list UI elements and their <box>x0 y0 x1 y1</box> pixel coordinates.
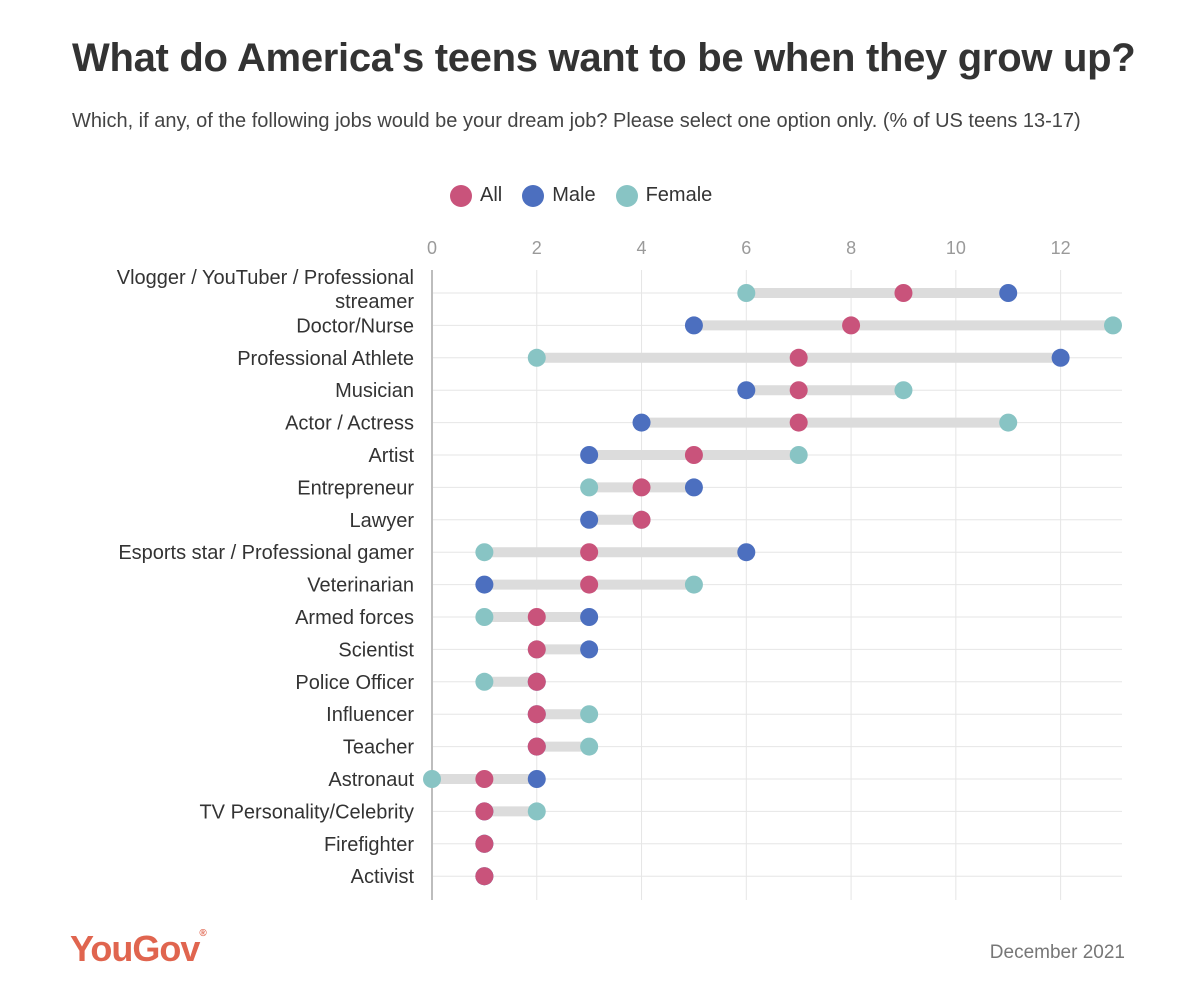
legend-label-all: All <box>480 184 503 206</box>
x-tick-label: 0 <box>427 238 437 258</box>
category-label: TV Personality/Celebrity <box>199 801 414 823</box>
chart-subtitle: Which, if any, of the following jobs wou… <box>72 110 1081 132</box>
dot-male <box>527 770 546 788</box>
dot-female <box>475 672 494 691</box>
dot-all <box>789 348 808 367</box>
dot-all <box>894 284 913 302</box>
dot-all <box>475 867 494 886</box>
category-label: Influencer <box>326 704 414 726</box>
dot-male <box>999 284 1018 302</box>
category-label: Activist <box>351 866 415 888</box>
category-label: Artist <box>368 445 414 467</box>
dot-male <box>580 640 599 659</box>
dot-male <box>580 510 599 529</box>
dot-all <box>527 608 546 626</box>
dot-male <box>737 381 756 400</box>
category-label: Astronaut <box>328 769 414 791</box>
x-tick-label: 8 <box>846 238 856 258</box>
dot-all <box>632 510 651 529</box>
x-tick-label: 6 <box>741 238 751 258</box>
dot-all <box>580 543 599 562</box>
dot-all <box>527 705 546 724</box>
dot-male <box>684 478 703 497</box>
legend-swatch-male <box>522 184 545 207</box>
dot-male <box>632 413 651 432</box>
category-label: Firefighter <box>324 834 414 856</box>
dot-male <box>580 446 599 464</box>
dot-female <box>737 284 756 302</box>
x-tick-label: 4 <box>637 238 647 258</box>
dot-all <box>789 413 808 432</box>
dot-male <box>684 316 703 335</box>
brand-registered-mark: ® <box>199 928 206 939</box>
dot-female <box>475 608 494 626</box>
legend-swatch-all <box>450 184 472 207</box>
dot-female <box>580 478 599 497</box>
category-label: Entrepreneur <box>297 477 414 499</box>
category-label: Doctor/Nurse <box>296 315 414 337</box>
category-label: Esports star / Professional gamer <box>118 542 414 564</box>
dot-female <box>789 446 808 464</box>
dot-male <box>580 608 599 626</box>
chart-title: What do America's teens want to be when … <box>72 36 1136 80</box>
x-tick-label: 10 <box>946 238 966 258</box>
dot-female <box>999 413 1018 432</box>
chart-legend: All Male Female <box>450 184 732 207</box>
category-label: Lawyer <box>350 510 415 532</box>
category-label: Armed forces <box>295 607 414 629</box>
yougov-logo: YouGov® <box>70 928 207 970</box>
category-label: Vlogger / YouTuber / Professional streame… <box>117 267 415 313</box>
category-label: Musician <box>335 380 414 402</box>
dot-all <box>475 770 494 788</box>
dot-female <box>684 575 703 594</box>
dot-female <box>527 348 546 367</box>
dot-all <box>632 478 651 497</box>
dumbbell-chart: 0 2 4 6 8 10 12 Vlogger / YouTuber / Profession… <box>117 238 1122 900</box>
dot-male <box>475 575 494 594</box>
dot-male <box>737 543 756 562</box>
publication-date: December 2021 <box>989 942 1125 963</box>
dot-female <box>1104 316 1122 335</box>
category-label-line: streamer <box>335 291 414 313</box>
dot-female <box>527 802 546 821</box>
dot-all <box>475 802 494 821</box>
dot-female <box>894 381 913 400</box>
category-label: Teacher <box>343 737 414 759</box>
category-label-line: Vlogger / YouTuber / Professional <box>117 267 414 289</box>
x-tick-label: 12 <box>1051 238 1071 258</box>
dot-all <box>527 737 546 756</box>
legend-label-female: Female <box>645 184 713 206</box>
legend-item-all: All <box>450 184 502 207</box>
dot-female <box>423 770 441 788</box>
dot-all <box>842 316 861 335</box>
category-label: Scientist <box>338 639 414 661</box>
dot-all <box>527 640 546 659</box>
dot-female <box>580 705 599 724</box>
category-label: Professional Athlete <box>237 348 414 370</box>
dot-all <box>789 381 808 400</box>
dot-female <box>475 543 494 562</box>
category-label: Veterinarian <box>307 575 414 597</box>
dot-all <box>527 672 546 691</box>
legend-swatch-female <box>615 184 638 207</box>
legend-item-female: Female <box>615 184 713 207</box>
category-label: Actor / Actress <box>285 413 414 435</box>
dot-all <box>580 575 599 594</box>
dot-all <box>475 834 494 853</box>
x-tick-label: 2 <box>532 238 542 258</box>
dot-female <box>580 737 599 756</box>
brand-name: YouGov <box>70 928 200 969</box>
dot-male <box>1051 348 1070 367</box>
category-label: Police Officer <box>295 672 414 694</box>
legend-item-male: Male <box>522 184 596 207</box>
legend-label-male: Male <box>552 184 596 206</box>
dot-all <box>684 446 703 464</box>
